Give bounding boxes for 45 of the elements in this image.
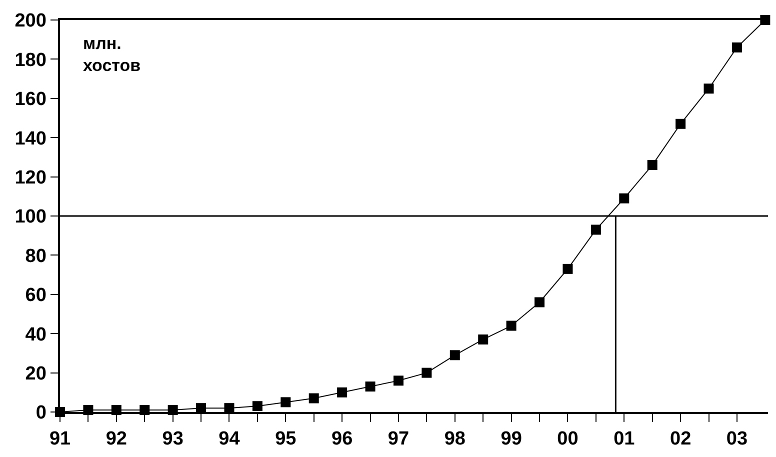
y-tick-label: 80 [25,246,46,267]
point [224,403,234,414]
x-tick-label: 02 [670,428,692,450]
point [422,368,432,378]
point [337,387,348,398]
point [393,376,404,386]
point [365,382,376,392]
y-tick-label: 200 [14,10,46,32]
y-tick-label: 180 [14,50,46,71]
point [478,334,488,344]
x-tick-label: 97 [388,428,410,450]
point [506,320,516,331]
x-tick-label: 94 [218,428,240,450]
point [252,401,262,412]
point [647,160,658,170]
x-tick-label: 01 [614,428,636,450]
point [562,264,573,274]
point [280,397,291,408]
y-tick-label: 0 [36,402,46,424]
x-tick-label: 95 [275,428,297,450]
y-tick-label: 20 [25,363,46,384]
y-tick-label: 40 [25,324,46,346]
x-tick-label: 99 [500,428,522,450]
point [590,224,601,235]
y-tick-label: 140 [14,128,46,150]
point [308,393,319,404]
x-tick-label: 96 [332,428,353,450]
x-tick-label: 91 [49,428,71,450]
point [450,350,460,360]
y-tick-label: 100 [14,206,46,228]
x-tick-label: 03 [726,428,748,450]
point [534,297,545,308]
point [704,84,714,94]
y-tick-label: 160 [14,89,46,110]
point [732,42,742,52]
x-tick-label: 93 [162,428,184,450]
x-tick-label: 00 [557,428,578,450]
point [619,193,630,204]
y-tick-label: 120 [14,167,46,188]
point [676,118,686,129]
x-tick-label: 98 [444,428,466,450]
y-tick-label: 60 [25,285,46,306]
y-axis-title: млн. хостов [83,34,141,76]
point [196,403,206,414]
x-tick-label: 92 [106,428,127,450]
